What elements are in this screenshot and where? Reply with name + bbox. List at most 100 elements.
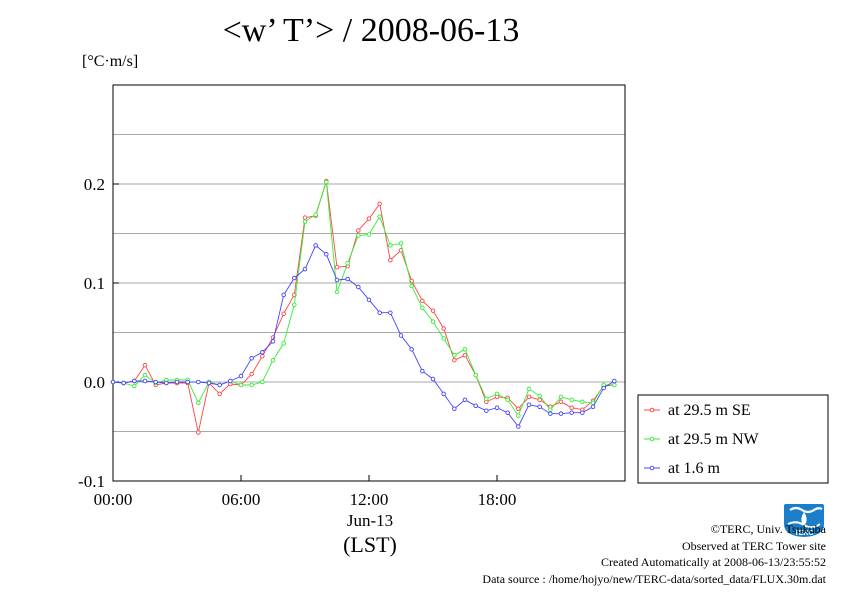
data-point — [494, 391, 500, 397]
y-tick-label: 0.0 — [84, 373, 105, 392]
data-point — [313, 212, 318, 217]
data-point — [388, 310, 393, 315]
data-point — [558, 399, 564, 405]
data-point — [377, 201, 382, 207]
data-point — [334, 277, 340, 283]
data-point — [452, 357, 457, 363]
data-point — [281, 341, 286, 346]
data-point — [270, 339, 276, 344]
data-point — [516, 424, 521, 429]
data-point — [334, 289, 340, 295]
data-point — [185, 379, 190, 385]
data-point — [292, 275, 297, 281]
legend-box — [637, 394, 829, 484]
data-point — [430, 319, 436, 324]
x-tick-label: 00:00 — [94, 490, 133, 509]
axis-ticks: -0.1 0.0 0.1 0.2 00:00 06:00 12:00 18:00 — [78, 175, 516, 509]
data-point — [377, 214, 382, 219]
data-point — [473, 403, 478, 409]
legend-marker — [649, 465, 655, 471]
data-point — [249, 355, 254, 361]
footer-source: Data source : /home/hojyo/new/TERC-data/… — [482, 571, 826, 586]
data-point — [430, 308, 436, 313]
data-point — [249, 382, 254, 388]
data-point — [601, 385, 606, 391]
data-point — [356, 233, 361, 238]
data-point — [356, 284, 361, 290]
data-point — [612, 382, 617, 388]
data-point — [548, 411, 553, 416]
data-point — [196, 400, 201, 406]
y-tick-label: 0.1 — [84, 274, 105, 293]
data-point — [260, 350, 265, 355]
data-point — [516, 413, 521, 418]
data-point — [398, 333, 404, 338]
footer-observed: Observed at TERC Tower site — [681, 538, 826, 553]
legend-label: at 29.5 m SE — [668, 402, 751, 419]
data-point — [462, 353, 468, 358]
data-point — [292, 302, 297, 308]
data-point — [132, 383, 137, 389]
data-point — [313, 243, 318, 248]
data-point — [409, 283, 414, 289]
data-point — [505, 397, 510, 403]
data-point — [153, 379, 158, 385]
data-point — [558, 411, 564, 416]
data-point — [441, 326, 446, 331]
data-point — [345, 260, 350, 266]
data-point — [484, 396, 489, 402]
data-point — [270, 357, 276, 363]
data-point — [388, 257, 393, 263]
data-point — [452, 353, 457, 358]
x-tick-label: 06:00 — [222, 490, 261, 509]
data-point — [441, 391, 446, 397]
data-point — [260, 379, 265, 385]
data-point — [537, 404, 542, 410]
data-point — [142, 372, 148, 378]
data-point — [537, 393, 542, 399]
data-point — [121, 380, 126, 386]
data-point — [558, 394, 564, 400]
data-point — [537, 397, 542, 403]
x-axis-date-label: Jun-13 — [346, 511, 394, 530]
data-point — [526, 402, 532, 408]
y-axis-unit-label: [°C·m/s] — [82, 53, 139, 70]
x-axis-unit-label: (LST) — [343, 532, 397, 557]
data-point — [238, 382, 244, 388]
data-point — [452, 406, 457, 411]
y-tick-label: -0.1 — [78, 472, 105, 491]
data-point — [206, 380, 212, 386]
data-point — [228, 378, 233, 384]
data-point — [569, 397, 574, 403]
data-point — [388, 243, 393, 248]
grid-lines — [113, 134, 625, 432]
data-point — [217, 391, 222, 397]
series-lines — [110, 178, 617, 435]
chart-title: <w’ T’> / 2008-06-13 — [222, 12, 520, 49]
data-point — [462, 347, 468, 352]
data-point — [196, 430, 201, 435]
data-point — [377, 310, 382, 315]
data-point — [420, 305, 425, 311]
data-point — [132, 378, 137, 384]
data-point — [526, 386, 532, 392]
footer-credits: ©TERC, Univ. Tsukuba Observed at TERC To… — [482, 521, 826, 587]
data-point — [110, 379, 116, 385]
data-point — [441, 336, 446, 341]
data-point — [142, 378, 148, 384]
data-point — [217, 382, 222, 388]
data-point — [494, 405, 500, 410]
data-point — [420, 368, 425, 374]
data-point — [366, 232, 372, 237]
footer-created: Created Automatically at 2008-06-13/23:5… — [601, 555, 826, 569]
data-point — [366, 297, 372, 303]
data-point — [324, 179, 329, 185]
data-point — [281, 292, 286, 298]
data-point — [590, 404, 596, 410]
svg-text:TERC: TERC — [794, 530, 813, 537]
data-point — [420, 298, 425, 304]
data-point — [516, 406, 521, 411]
y-tick-label: 0.2 — [84, 175, 105, 194]
data-point — [196, 379, 201, 385]
data-point — [612, 378, 617, 384]
